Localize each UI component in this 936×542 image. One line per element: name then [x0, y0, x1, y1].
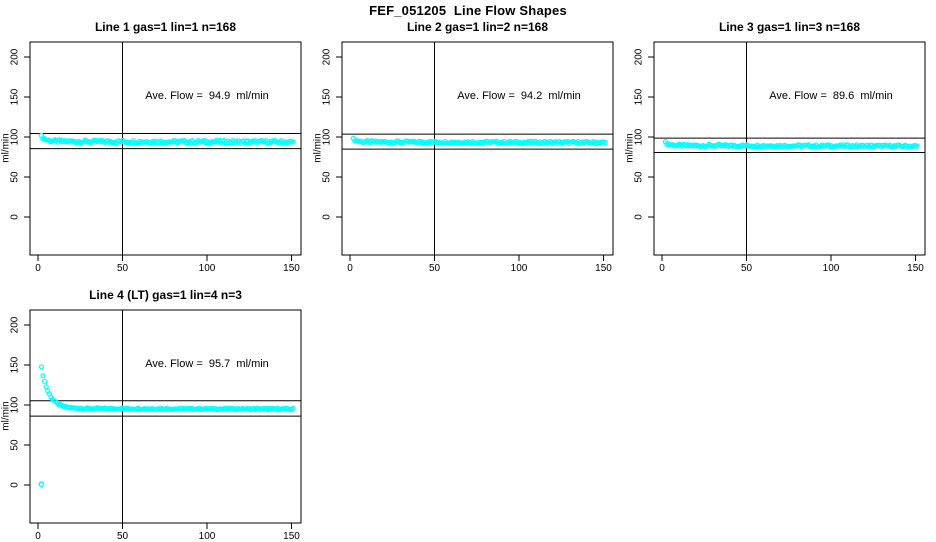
ave-flow-annotation: Ave. Flow = 94.2 ml/min: [457, 90, 581, 102]
panel-title: Line 1 gas=1 lin=1 n=168: [94, 20, 237, 34]
svg-text:50: 50: [117, 531, 129, 542]
svg-text:200: 200: [10, 316, 21, 333]
plot-area: 0 50 100 150 0 50 100 150 200: [322, 41, 614, 274]
svg-text:50: 50: [634, 171, 645, 183]
y-axis-label: ml/min: [624, 133, 636, 163]
svg-text:50: 50: [10, 439, 21, 451]
svg-text:200: 200: [322, 48, 333, 65]
plot-area: 0 50 100 150 0 50 100 150 200: [634, 41, 926, 274]
y-axis-label: ml/min: [0, 401, 12, 431]
svg-text:150: 150: [283, 263, 300, 274]
svg-text:0: 0: [347, 263, 353, 274]
svg-text:0: 0: [634, 214, 645, 220]
svg-text:100: 100: [10, 396, 21, 413]
svg-text:50: 50: [117, 263, 129, 274]
svg-text:200: 200: [10, 48, 21, 65]
svg-text:50: 50: [322, 171, 333, 183]
svg-text:50: 50: [10, 171, 21, 183]
svg-text:0: 0: [659, 263, 665, 274]
y-axis-label: ml/min: [0, 133, 12, 163]
svg-text:100: 100: [10, 128, 21, 145]
svg-text:100: 100: [322, 128, 333, 145]
panel-line-1: Line 1 gas=1 lin=1 n=168 0 50 100 150 0 50 100…: [0, 20, 312, 274]
panel-line-4: Line 4 (LT) gas=1 lin=4 n=3 0 50 100 150 0 50…: [0, 288, 312, 542]
panel-title: Line 4 (LT) gas=1 lin=4 n=3: [89, 288, 242, 302]
panel-line-2: Line 2 gas=1 lin=2 n=168 0 50 100 150 0 50 100…: [312, 20, 624, 274]
svg-text:100: 100: [634, 128, 645, 145]
ave-flow-annotation: Ave. Flow = 95.7 ml/min: [145, 358, 269, 370]
svg-text:0: 0: [35, 531, 41, 542]
svg-text:150: 150: [283, 531, 300, 542]
plot-area: 0 50 100 150 0 50 100 150 200: [10, 309, 302, 542]
panel-title: Line 2 gas=1 lin=2 n=168: [406, 20, 549, 34]
svg-text:150: 150: [10, 356, 21, 373]
page-title: FEF_051205 Line Flow Shapes: [369, 3, 567, 18]
svg-text:0: 0: [322, 214, 333, 220]
svg-text:0: 0: [10, 214, 21, 220]
svg-text:100: 100: [511, 263, 528, 274]
svg-text:0: 0: [10, 482, 21, 488]
svg-text:50: 50: [429, 263, 441, 274]
ave-flow-annotation: Ave. Flow = 89.6 ml/min: [769, 90, 893, 102]
svg-text:200: 200: [634, 48, 645, 65]
svg-text:150: 150: [322, 88, 333, 105]
svg-text:150: 150: [907, 263, 924, 274]
y-axis-label: ml/min: [312, 133, 324, 163]
svg-text:100: 100: [199, 531, 216, 542]
svg-text:150: 150: [10, 88, 21, 105]
svg-text:100: 100: [199, 263, 216, 274]
svg-text:50: 50: [741, 263, 753, 274]
svg-text:150: 150: [634, 88, 645, 105]
svg-text:150: 150: [595, 263, 612, 274]
panel-line-3: Line 3 gas=1 lin=3 n=168 0 50 100 150 0 50 100…: [624, 20, 936, 274]
plot-area: 0 50 100 150 0 50 100 150 200: [10, 41, 302, 274]
svg-text:0: 0: [35, 263, 41, 274]
ave-flow-annotation: Ave. Flow = 94.9 ml/min: [145, 90, 269, 102]
svg-text:100: 100: [823, 263, 840, 274]
panel-title: Line 3 gas=1 lin=3 n=168: [718, 20, 861, 34]
